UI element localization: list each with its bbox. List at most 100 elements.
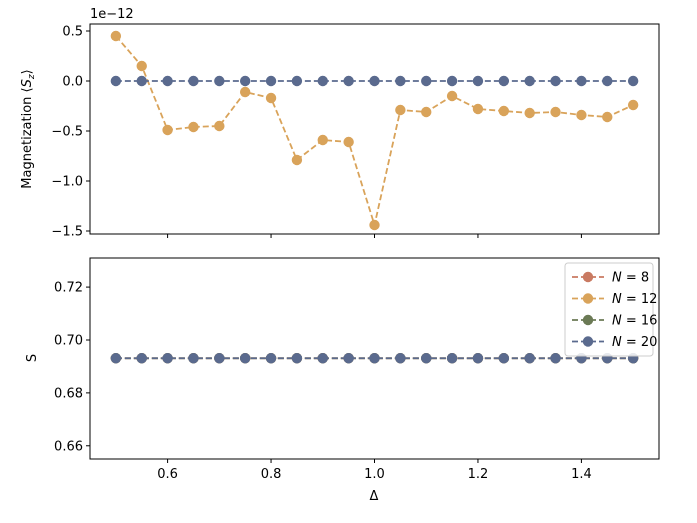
- entropy-series-3-point: [214, 353, 225, 364]
- magnetization-series-1-point: [576, 75, 587, 87]
- magnetization-series-0-point: [576, 109, 587, 121]
- magnetization-series-1-point: [239, 75, 251, 87]
- magnetization-series-1-point: [550, 75, 561, 87]
- magnetization-series-0-point: [239, 86, 251, 98]
- magnetization-series-0-point: [291, 154, 303, 166]
- entropy-x-tick-label: 0.6: [157, 467, 178, 482]
- legend-marker: [582, 314, 594, 326]
- entropy-series-3-point: [550, 353, 561, 364]
- magnetization-series-0-point: [369, 219, 380, 231]
- magnetization-series-1-point: [498, 75, 510, 87]
- legend-item: N = 20: [572, 335, 657, 350]
- magnetization-series-1-point: [524, 75, 535, 87]
- magnetization-series-1-point: [214, 75, 225, 87]
- entropy-y-tick-label: 0.70: [54, 333, 83, 348]
- legend: N = 8 N = 12 N = 16 N = 20: [564, 262, 657, 357]
- magnetization-series-0-point: [214, 120, 225, 132]
- magnetization-series-1-point: [343, 75, 354, 87]
- magnetization-series-1-point: [188, 75, 199, 87]
- magnetization-series-0-point: [421, 106, 432, 118]
- legend-label: N = 16: [612, 314, 657, 329]
- legend-marker: [582, 293, 594, 304]
- magnetization-y-tick-label: 0.0: [62, 75, 83, 90]
- entropy-x-tick-label: 1.0: [364, 467, 385, 482]
- legend-item: N = 12: [572, 292, 657, 307]
- magnetization-series-1-point: [265, 75, 277, 87]
- entropy-y-tick-label: 0.68: [54, 386, 83, 401]
- entropy-series-3-point: [162, 353, 173, 364]
- entropy-series-3-point: [421, 353, 432, 364]
- magnetization-offset-text: 1e−12: [90, 7, 134, 22]
- entropy-y-tick-label: 0.66: [54, 439, 83, 454]
- magnetization-series-0-point: [343, 136, 354, 148]
- magnetization-series-0-point: [498, 105, 510, 117]
- magnetization-series-0-point: [317, 134, 328, 146]
- magnetization-series-1-point: [317, 75, 328, 87]
- magnetization-x-ticks: [167, 234, 582, 238]
- entropy-series-3-point: [472, 353, 484, 364]
- magnetization-series-1-point: [291, 75, 303, 87]
- entropy-panel: 0.72 0.70 0.68 0.66 0.6 0.8 1.0 1.2 1.4 S Δ N =…: [25, 257, 660, 504]
- legend-item: N = 16: [572, 314, 657, 329]
- entropy-series-3-point: [369, 353, 380, 364]
- magnetization-series-1-point: [602, 75, 613, 87]
- entropy-x-tick-label: 1.2: [468, 467, 489, 482]
- magnetization-y-tick-label: −1.0: [51, 175, 83, 190]
- magnetization-y-ticks: 0.5 0.0 −0.5 −1.0 −1.5: [51, 25, 90, 240]
- legend-items: N = 8 N = 12 N = 16 N = 20: [572, 271, 657, 350]
- magnetization-series-1-point: [162, 75, 173, 87]
- entropy-y-axis-label: S: [25, 354, 40, 362]
- magnetization-series-1-point: [446, 75, 458, 87]
- legend-marker: [582, 336, 594, 347]
- legend-item: N = 8: [572, 271, 649, 286]
- entropy-series-3-point: [239, 353, 251, 364]
- magnetization-panel: 0.5 0.0 −0.5 −1.0 −1.5 1e−12 Magnetization ⟨…: [20, 7, 660, 240]
- magnetization-series-1-point: [110, 75, 122, 87]
- magnetization-series-0-point: [446, 90, 458, 102]
- magnetization-series-1-point: [395, 75, 406, 87]
- magnetization-series-0-point: [472, 103, 484, 115]
- magnetization-series-0-point: [550, 106, 561, 118]
- entropy-series-3-point: [395, 353, 406, 364]
- magnetization-series-0-point: [188, 121, 199, 133]
- entropy-x-axis-label: Δ: [370, 489, 379, 504]
- magnetization-series-0-point: [110, 30, 122, 42]
- entropy-x-ticks: 0.6 0.8 1.0 1.2 1.4: [157, 459, 592, 482]
- entropy-series-3-point: [110, 353, 122, 364]
- entropy-series-3-point: [343, 353, 354, 364]
- magnetization-series-group: [110, 30, 639, 231]
- magnetization-series-0-point: [627, 99, 639, 111]
- entropy-series-3-point: [291, 353, 303, 364]
- legend-label: N = 8: [612, 271, 649, 286]
- entropy-series-group: [110, 353, 639, 364]
- magnetization-y-tick-label: −1.5: [51, 225, 83, 240]
- entropy-series-3-point: [136, 353, 147, 364]
- entropy-series-3-point: [265, 353, 277, 364]
- legend-label: N = 12: [612, 292, 657, 307]
- magnetization-y-tick-label: −0.5: [51, 125, 83, 140]
- legend-marker: [582, 271, 594, 283]
- legend-frame: [564, 262, 654, 357]
- entropy-series-3-point: [524, 353, 535, 364]
- magnetization-series-0-point: [395, 104, 406, 116]
- magnetization-series-1-point: [627, 75, 639, 87]
- entropy-y-ticks: 0.72 0.70 0.68 0.66: [54, 281, 90, 454]
- magnetization-series-1-point: [369, 75, 380, 87]
- magnetization-series-1-point: [136, 75, 147, 87]
- entropy-x-tick-label: 0.8: [261, 467, 282, 482]
- magnetization-series-0-point: [136, 60, 147, 72]
- magnetization-series-0-point: [524, 107, 535, 119]
- magnetization-series-1-point: [421, 75, 432, 87]
- entropy-y-tick-label: 0.72: [54, 281, 83, 296]
- magnetization-y-tick-label: 0.5: [62, 25, 83, 40]
- magnetization-series-0-point: [162, 124, 173, 136]
- entropy-series-3-point: [498, 353, 510, 364]
- entropy-series-3-point: [446, 353, 458, 364]
- magnetization-series-1-point: [472, 75, 484, 87]
- magnetization-series-0-point: [265, 92, 277, 104]
- magnetization-series-0-point: [602, 111, 613, 123]
- entropy-series-3-point: [317, 353, 328, 364]
- entropy-series-3-point: [188, 353, 199, 364]
